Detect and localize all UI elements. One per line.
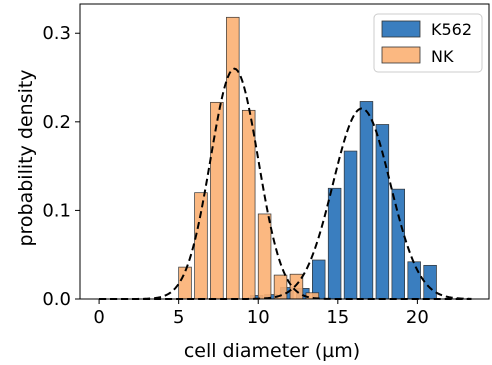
bar-nk (178, 266, 192, 300)
x-tick-label: 10 (247, 307, 270, 328)
x-axis-label: cell diameter (µm) (184, 340, 360, 362)
y-tick-label: 0.0 (42, 289, 71, 310)
legend-swatch-nk (381, 46, 421, 64)
fit-curve-k562 (99, 107, 472, 300)
bar-nk (210, 101, 224, 300)
x-tick-label: 5 (173, 307, 184, 328)
bar-k562 (391, 188, 406, 300)
y-tick-label: 0.1 (42, 200, 71, 221)
bar-k562 (359, 101, 374, 300)
bar-nk (194, 192, 208, 300)
legend-label-k562: K562 (431, 20, 472, 39)
y-axis-label: probability density (15, 69, 37, 246)
bars (178, 16, 437, 300)
fit-curve-nk (99, 67, 472, 300)
bar-k562 (343, 150, 358, 300)
x-tick-label: 20 (406, 307, 429, 328)
fit-curves (99, 67, 472, 300)
bar-nk (241, 109, 256, 300)
bar-k562 (423, 264, 437, 300)
legend-label-nk: NK (431, 47, 454, 66)
bar-k562 (407, 261, 421, 300)
bar-nk (257, 213, 272, 300)
y-tick-label: 0.2 (42, 112, 71, 133)
bar-k562 (327, 187, 342, 300)
plot-frame (79, 3, 490, 300)
legend: K562 NK (373, 13, 483, 73)
x-tick-label: 0 (93, 307, 104, 328)
y-tick-label: 0.3 (42, 23, 71, 44)
legend-swatch-k562 (381, 20, 421, 38)
bar-nk (226, 16, 240, 300)
x-tick-label: 15 (326, 307, 349, 328)
axes: 0 5 10 15 20 0.0 0.1 0.2 0.3 (42, 3, 490, 328)
